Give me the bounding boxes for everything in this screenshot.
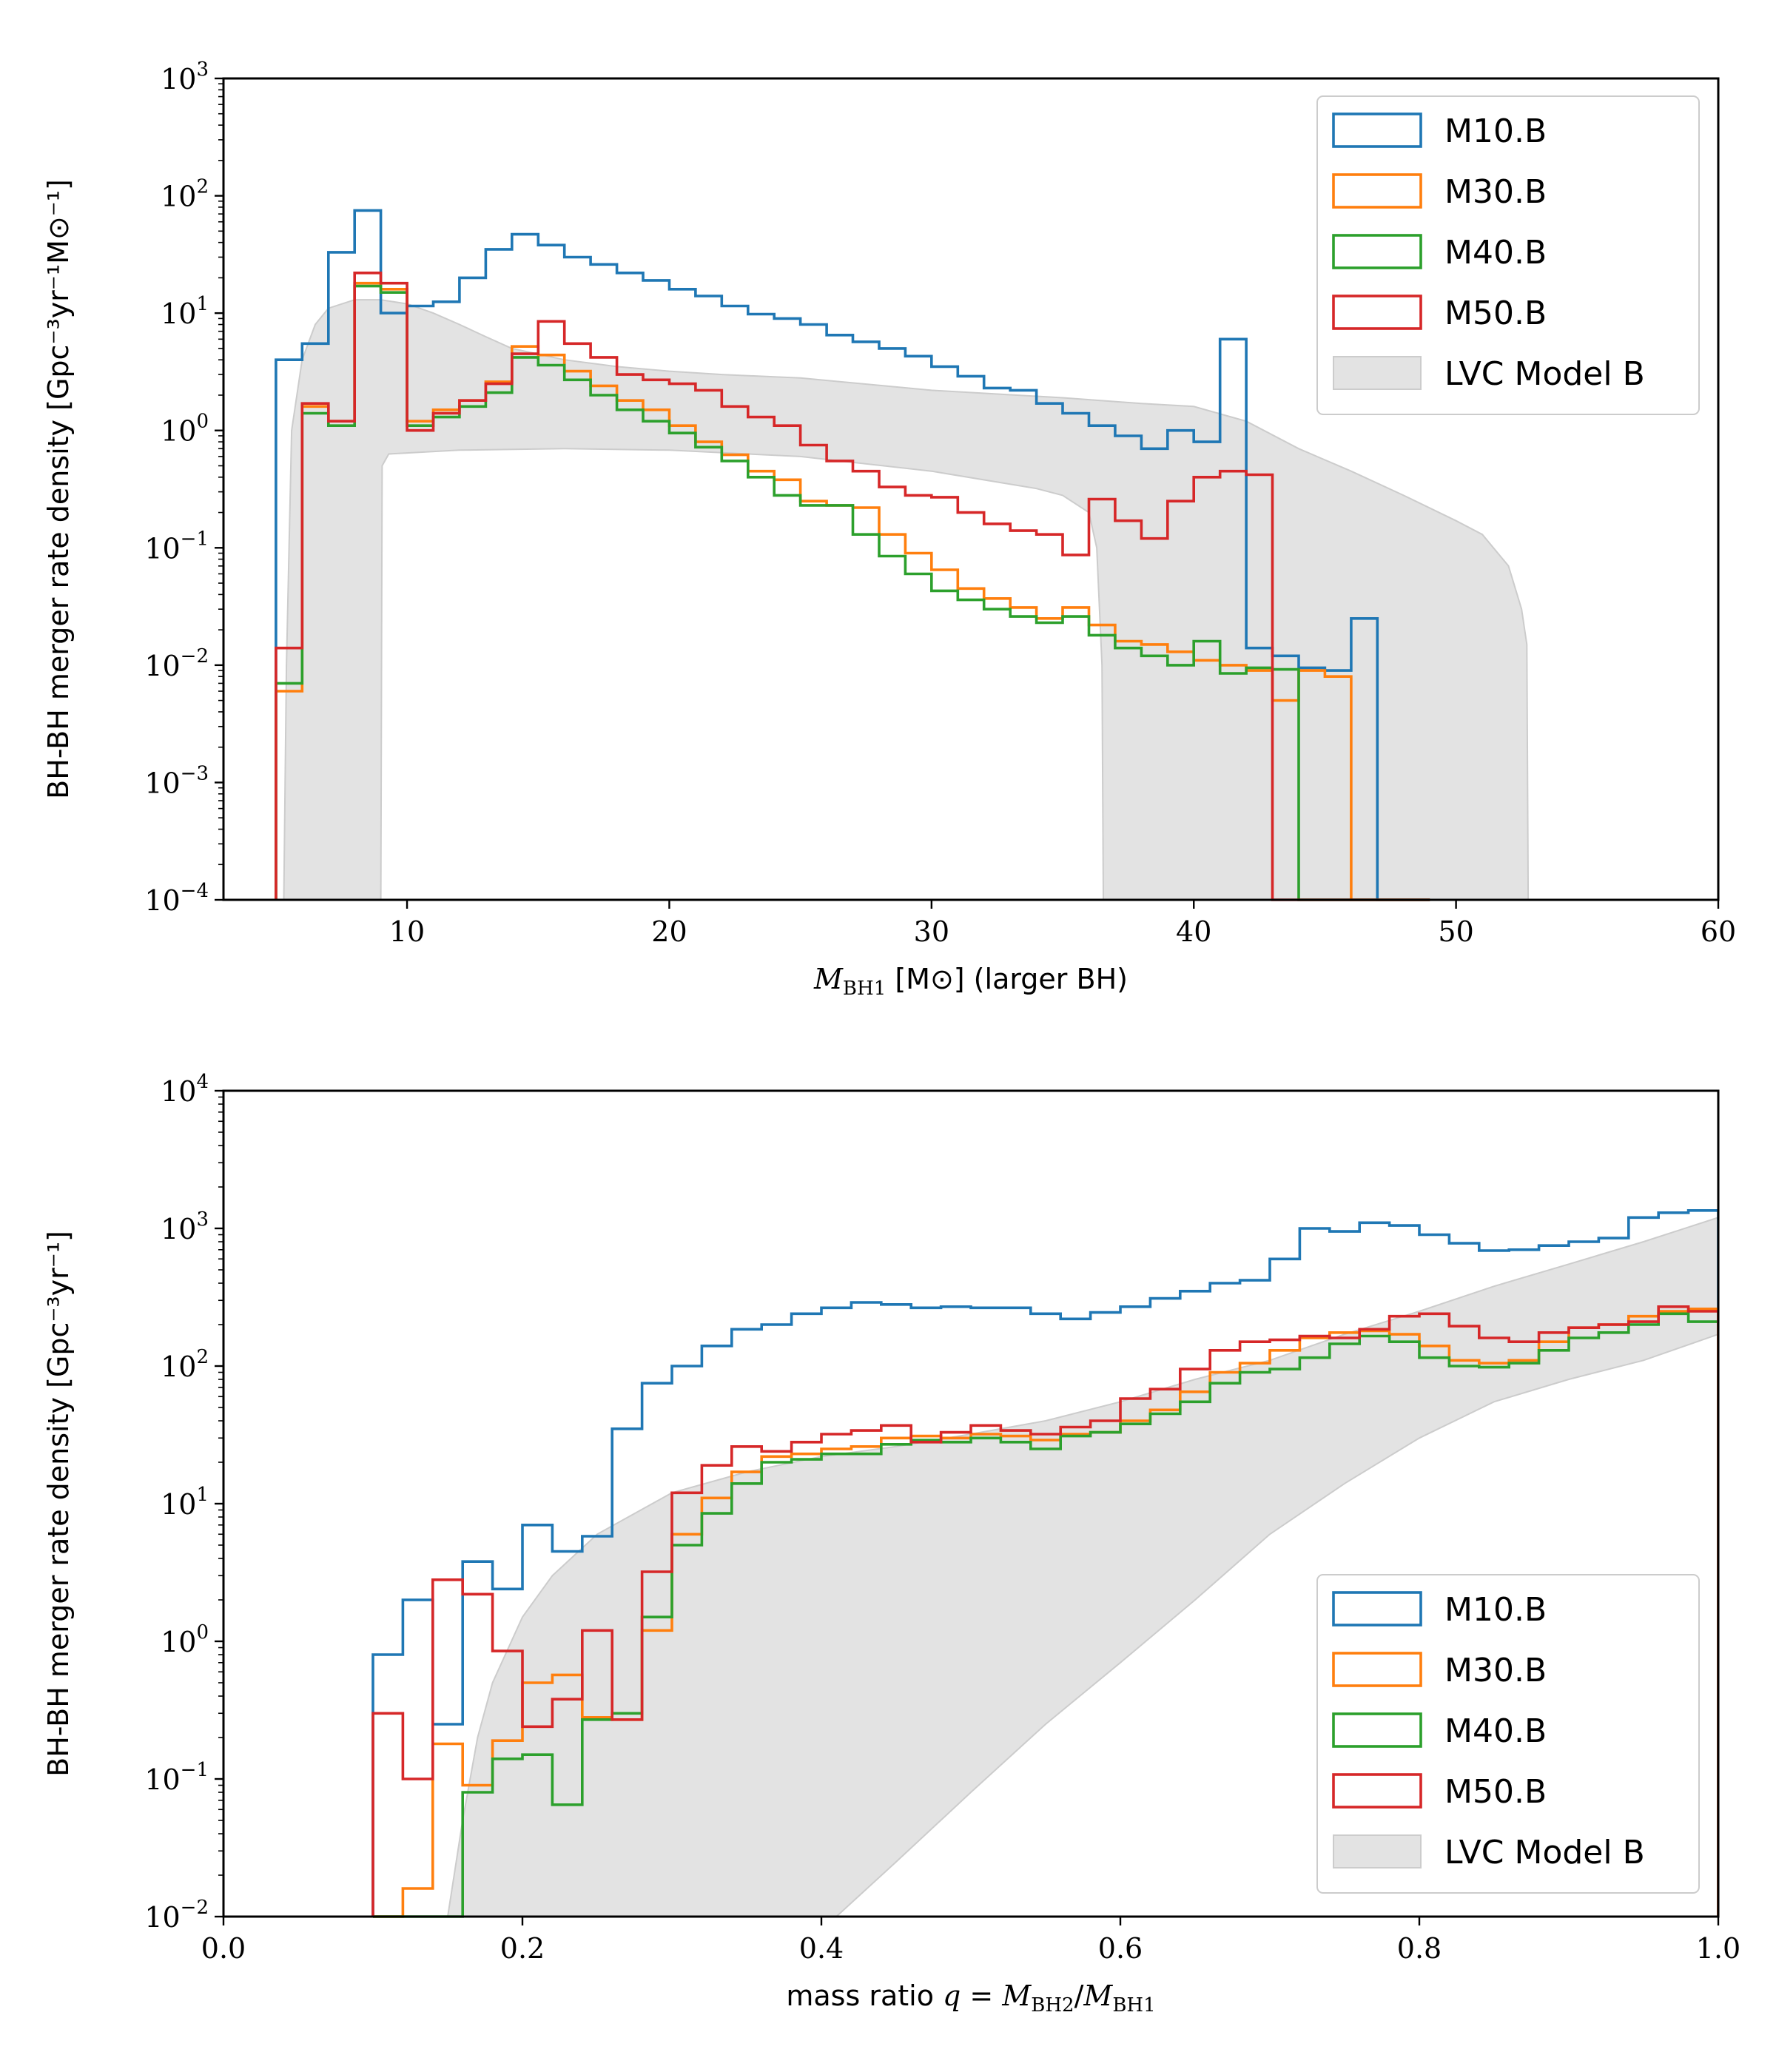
panel-mass-distribution: 10 20 30 40 50 60 10−4 10−3 10−2 10−1 100 101 102 103… — [42, 58, 1736, 1000]
y-tick-label: 102 — [161, 176, 209, 213]
legend-swatch — [1333, 356, 1422, 390]
series-m40-b — [373, 1312, 1718, 1918]
series-m10-b — [275, 209, 1430, 901]
ticks-top: 10 20 30 40 50 60 10−4 10−3 10−2 10−1 100 101 102 103 — [144, 58, 1736, 948]
x-label-q: q — [943, 1980, 961, 2012]
y-axis-label-top: BH-BH merger rate density [Gpc⁻³yr⁻¹M⊙⁻¹… — [42, 179, 75, 799]
legend-label: M50.B — [1444, 1773, 1547, 1811]
legend-swatch — [1332, 234, 1422, 269]
series-line-m50-b — [371, 1305, 1718, 1917]
series-m50-b — [275, 272, 1430, 901]
y-tick-label: 100 — [161, 411, 209, 448]
legend-swatch — [1332, 1773, 1422, 1809]
legend-label: M40.B — [1444, 234, 1547, 272]
legend-label: M10.B — [1444, 1591, 1547, 1629]
x-tick-label: 20 — [651, 915, 687, 948]
legend-label: M10.B — [1444, 112, 1547, 150]
series-line-m10-b — [275, 209, 1430, 901]
legend-label: M40.B — [1444, 1712, 1547, 1750]
x-tick-label: 0.6 — [1098, 1932, 1143, 1965]
y-tick-label: 103 — [161, 1208, 209, 1245]
y-tick-label: 10−1 — [144, 1759, 209, 1796]
legend-swatch — [1332, 112, 1422, 148]
x-label-m1: M — [1001, 1980, 1032, 2012]
x-label-math: M — [813, 963, 844, 995]
legend-swatch — [1332, 1712, 1422, 1748]
legend-top: M10.B M30.B M40.B M50.B LVC Model B — [1316, 95, 1700, 415]
x-axis-label-bottom: mass ratio q = MBH2/MBH1 — [786, 1980, 1155, 2016]
series-m40-b — [275, 284, 1430, 901]
x-axis-label-top: MBH1 [M⊙] (larger BH) — [813, 963, 1128, 1000]
x-tick-label: 50 — [1438, 915, 1473, 948]
legend-swatch — [1332, 173, 1422, 209]
y-axis-label-bottom: BH-BH merger rate density [Gpc⁻³yr⁻¹] — [42, 1231, 75, 1777]
legend-bottom: M10.B M30.B M40.B M50.B LVC Model B — [1316, 1574, 1700, 1894]
x-label-eq: = — [961, 1980, 1002, 2012]
x-tick-label: 40 — [1176, 915, 1211, 948]
y-tick-label: 103 — [161, 58, 209, 95]
y-tick-label: 101 — [161, 1484, 209, 1521]
series-line-m40-b — [373, 1312, 1718, 1918]
series-group-bottom — [371, 1209, 1718, 1918]
lvc-model-b-band-bottom — [446, 1216, 1719, 1917]
y-tick-label: 10−2 — [144, 1897, 209, 1934]
legend-label: LVC Model B — [1444, 1834, 1645, 1871]
legend-swatch — [1332, 295, 1422, 330]
x-tick-label: 30 — [914, 915, 949, 948]
series-m50-b — [371, 1305, 1718, 1917]
x-label-sub2: BH1 — [1112, 1994, 1155, 2016]
x-label-m2: M — [1083, 1980, 1113, 2012]
x-label-prefix: mass ratio — [786, 1980, 943, 2012]
legend-label: M30.B — [1444, 1652, 1547, 1689]
x-label-unit: [M⊙] (larger BH) — [886, 963, 1128, 995]
y-tick-label: 10−3 — [144, 762, 209, 799]
series-line-m40-b — [275, 284, 1430, 901]
x-tick-label: 0.8 — [1397, 1932, 1442, 1965]
plot-frame-top — [222, 77, 1720, 901]
ticks-bottom: 0.0 0.2 0.4 0.6 0.8 1.0 10−2 10−1 100 101 102 103 10… — [144, 1071, 1740, 1965]
x-tick-label: 0.2 — [500, 1932, 545, 1965]
lvc-model-b-band-top — [283, 299, 1530, 901]
x-tick-label: 60 — [1701, 915, 1736, 948]
legend-label: M50.B — [1444, 295, 1547, 332]
y-tick-label: 102 — [161, 1346, 209, 1383]
series-m10-b — [371, 1209, 1718, 1917]
legend-swatch — [1332, 1591, 1422, 1627]
y-tick-label: 10−4 — [144, 880, 209, 917]
x-label-slash: / — [1074, 1980, 1084, 2012]
series-group-top — [275, 209, 1430, 901]
series-line-m50-b — [275, 272, 1430, 901]
lvc-model-b-band — [283, 299, 1530, 901]
legend-label: M30.B — [1444, 173, 1547, 211]
x-tick-label: 10 — [389, 915, 425, 948]
y-tick-label: 104 — [161, 1071, 209, 1108]
y-tick-label: 100 — [161, 1621, 209, 1658]
y-tick-label: 10−2 — [144, 645, 209, 682]
series-line-m10-b — [371, 1209, 1718, 1917]
x-tick-label: 1.0 — [1696, 1932, 1740, 1965]
y-tick-label: 101 — [161, 293, 209, 330]
lvc-model-b-band — [446, 1216, 1719, 1917]
y-tick-label: 10−1 — [144, 528, 209, 565]
x-tick-label: 0.0 — [201, 1932, 246, 1965]
legend-swatch — [1333, 1834, 1422, 1868]
legend-label: LVC Model B — [1444, 355, 1645, 393]
legend-swatch — [1332, 1652, 1422, 1687]
x-tick-label: 0.4 — [799, 1932, 844, 1965]
panel-mass-ratio: 0.0 0.2 0.4 0.6 0.8 1.0 10−2 10−1 100 101 102 103 10… — [42, 1071, 1740, 2016]
x-label-sub1: BH2 — [1031, 1994, 1074, 2016]
x-label-subscript: BH1 — [843, 978, 886, 1000]
